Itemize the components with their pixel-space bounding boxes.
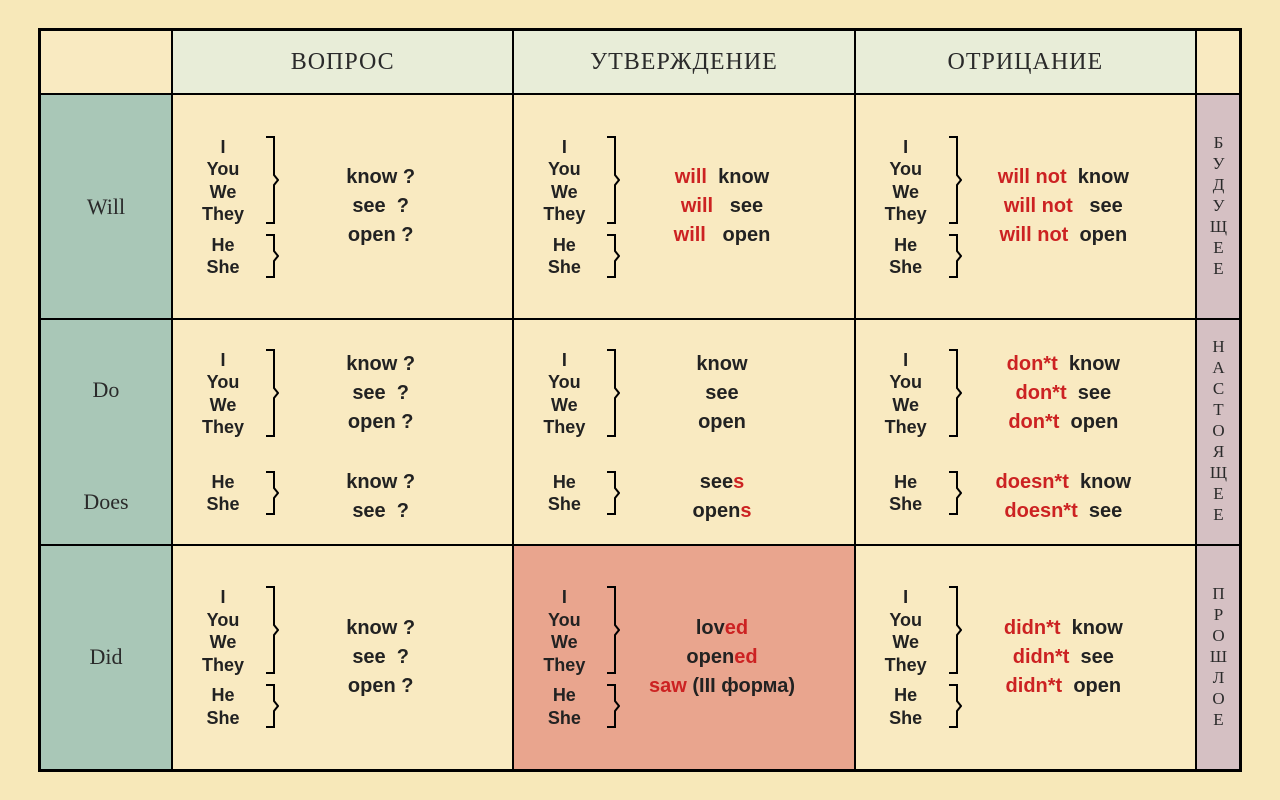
tense-table: ВОПРОС УТВЕРЖДЕНИЕ ОТРИЦАНИЕ Will IYouWe… — [38, 28, 1242, 772]
will-question: IYouWeThey HeShe know ?see ?open ? — [173, 95, 512, 318]
tense-present: НАСТОЯЩЕЕ — [1197, 320, 1239, 543]
pronouns-block: IYouWeThey HeShe — [868, 136, 944, 278]
row-label-text: Did — [90, 644, 123, 670]
verbs-block: will not knowwill not seewill not open — [944, 163, 1183, 250]
did-negative: IYouWeThey HeShe didn*t knowdidn*t seedi… — [856, 546, 1195, 769]
row-label-text: Does — [83, 489, 128, 515]
row-label-text: Will — [87, 194, 125, 220]
verbs-block: don*t knowdon*t seedon*t open doesn*t kn… — [944, 328, 1183, 535]
pronouns-block: IYouWeThey HeShe — [185, 586, 261, 728]
tense-label: БУДУЩЕЕ — [1208, 133, 1228, 280]
pronouns-block: IYouWeThey HeShe — [526, 136, 602, 278]
do-affirmative: IYouWeThey HeShe knowseeopen seesopens — [514, 320, 853, 543]
header-negative: ОТРИЦАНИЕ — [856, 31, 1195, 93]
verbs-block: know ?see ?open ? — [261, 614, 500, 701]
pronouns-block: IYouWeThey HeShe — [868, 349, 944, 515]
pronouns-block: IYouWeThey HeShe — [185, 136, 261, 278]
will-negative: IYouWeThey HeShe will not knowwill not s… — [856, 95, 1195, 318]
verbs-block: didn*t knowdidn*t seedidn*t open — [944, 614, 1183, 701]
header-label: ОТРИЦАНИЕ — [947, 49, 1103, 76]
header-label: УТВЕРЖДЕНИЕ — [590, 49, 778, 76]
pronouns-block: IYouWeThey HeShe — [185, 349, 261, 515]
header-affirmative: УТВЕРЖДЕНИЕ — [514, 31, 853, 93]
verbs-block: know ?see ?open ? — [261, 163, 500, 250]
do-negative: IYouWeThey HeShe don*t knowdon*t seedon*… — [856, 320, 1195, 543]
tense-label: НАСТОЯЩЕЕ — [1208, 337, 1228, 526]
did-affirmative: IYouWeThey HeShe lovedopenedsaw (III фор… — [514, 546, 853, 769]
did-question: IYouWeThey HeShe know ?see ?open ? — [173, 546, 512, 769]
row-label-will: Will — [41, 95, 171, 318]
verbs-block: lovedopenedsaw (III форма) — [602, 614, 841, 701]
corner-cell — [1197, 31, 1239, 93]
tense-past: ПРОШЛОЕ — [1197, 546, 1239, 769]
header-label: ВОПРОС — [291, 49, 395, 76]
pronouns-block: IYouWeThey HeShe — [526, 586, 602, 728]
row-label-did: Did — [41, 546, 171, 769]
row-label-do: Do Does — [41, 320, 171, 543]
tense-future: БУДУЩЕЕ — [1197, 95, 1239, 318]
row-label-text: Do — [93, 377, 120, 403]
verbs-block: will knowwill seewill open — [602, 163, 841, 250]
verbs-block: knowseeopen seesopens — [602, 328, 841, 535]
tense-label: ПРОШЛОЕ — [1208, 584, 1228, 731]
do-question: IYouWeThey HeShe know ?see ?open ? know … — [173, 320, 512, 543]
header-question: ВОПРОС — [173, 31, 512, 93]
verbs-block: know ?see ?open ? know ?see ? — [261, 328, 500, 535]
corner-cell — [41, 31, 171, 93]
pronouns-block: IYouWeThey HeShe — [526, 349, 602, 515]
pronouns-block: IYouWeThey HeShe — [868, 586, 944, 728]
will-affirmative: IYouWeThey HeShe will knowwill seewill o… — [514, 95, 853, 318]
